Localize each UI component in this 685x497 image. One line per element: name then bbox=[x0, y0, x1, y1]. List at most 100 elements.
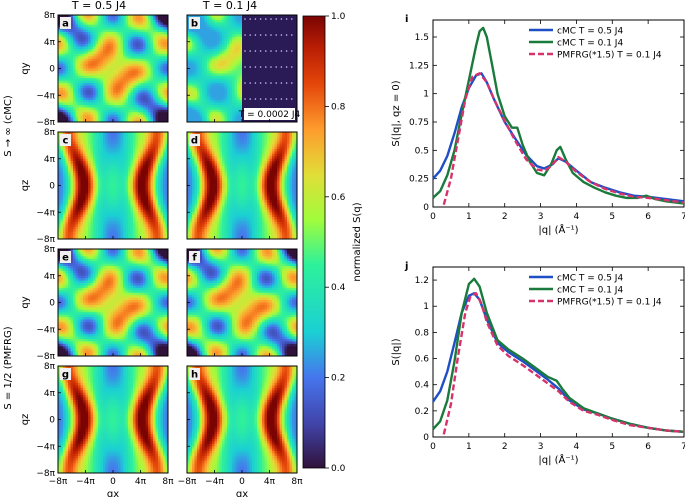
heatmap-cell bbox=[155, 166, 159, 169]
heatmap-cell bbox=[140, 68, 144, 72]
heatmap-cell bbox=[128, 34, 131, 38]
heatmap-cell bbox=[239, 78, 243, 82]
heatmap-cell bbox=[155, 136, 159, 140]
heatmap-cell bbox=[133, 153, 136, 157]
heatmap-cell bbox=[65, 151, 69, 155]
heatmap-cell bbox=[148, 66, 151, 69]
heatmap-cell bbox=[100, 17, 104, 21]
heatmap-cell bbox=[135, 183, 139, 186]
heatmap-cell bbox=[65, 15, 69, 18]
heatmap-cell bbox=[153, 175, 156, 179]
heatmap-cell bbox=[227, 92, 230, 96]
heatmap-cell bbox=[155, 104, 159, 108]
heatmap-cell bbox=[209, 19, 213, 23]
heatmap-cell bbox=[217, 46, 220, 50]
heatmap-cell bbox=[192, 92, 195, 96]
inset-peak bbox=[249, 66, 251, 68]
heatmap-cell bbox=[80, 95, 84, 99]
heatmap-cell bbox=[58, 163, 61, 167]
heatmap-cell bbox=[217, 109, 220, 113]
heatmap-cell bbox=[158, 180, 161, 184]
heatmap-cell bbox=[105, 151, 109, 155]
heatmap-cell bbox=[133, 158, 136, 162]
heatmap-cell bbox=[68, 185, 71, 189]
heatmap-cell bbox=[78, 163, 81, 167]
heatmap-cell bbox=[75, 39, 79, 43]
heatmap-cell bbox=[118, 24, 121, 28]
heatmap-cell bbox=[113, 51, 116, 55]
heatmap-cell bbox=[192, 119, 195, 123]
heatmap-cell bbox=[68, 75, 71, 79]
heatmap-cell bbox=[148, 104, 151, 108]
heatmap-cell bbox=[95, 90, 99, 94]
heatmap-cell bbox=[138, 58, 141, 62]
heatmap-cell bbox=[103, 46, 106, 50]
heatmap-cell bbox=[95, 134, 99, 138]
heatmap-cell bbox=[88, 104, 91, 108]
heatmap-cell bbox=[60, 46, 64, 50]
heatmap-cell bbox=[100, 158, 104, 162]
heatmap-cell bbox=[214, 114, 218, 118]
heatmap-cell bbox=[90, 158, 94, 162]
heatmap-cell bbox=[65, 68, 69, 72]
heatmap-cell bbox=[202, 53, 205, 57]
heatmap-cell bbox=[90, 178, 94, 182]
heatmap-cell bbox=[95, 163, 99, 167]
heatmap-cell bbox=[217, 32, 220, 35]
heatmap-cell bbox=[145, 90, 149, 94]
heatmap-cell bbox=[214, 87, 218, 91]
heatmap-cell bbox=[163, 70, 166, 74]
heatmap-cell bbox=[123, 175, 126, 179]
heatmap-cell bbox=[163, 24, 166, 28]
heatmap-cell bbox=[123, 107, 126, 111]
heatmap-cell bbox=[130, 92, 134, 96]
heatmap-cell bbox=[160, 70, 164, 74]
heatmap-cell bbox=[105, 78, 109, 82]
heatmap-cell bbox=[115, 100, 119, 103]
heatmap-cell bbox=[207, 112, 210, 116]
heatmap-cell bbox=[150, 92, 154, 96]
heatmap-cell bbox=[155, 75, 159, 79]
heatmap-cell bbox=[63, 185, 66, 189]
heatmap-cell bbox=[224, 61, 228, 65]
heatmap-cell bbox=[209, 95, 213, 99]
heatmap-cell bbox=[202, 114, 205, 118]
heatmap-cell bbox=[150, 109, 154, 113]
heatmap-cell bbox=[113, 63, 116, 67]
heatmap-cell bbox=[189, 114, 193, 118]
heatmap-cell bbox=[85, 104, 89, 108]
heatmap-cell bbox=[73, 170, 76, 174]
heatmap-cell bbox=[165, 34, 169, 38]
heatmap-cell bbox=[189, 78, 193, 82]
heatmap-cell bbox=[110, 141, 114, 145]
heatmap-cell bbox=[115, 183, 119, 186]
heatmap-cell bbox=[204, 85, 208, 89]
heatmap-cell bbox=[125, 46, 129, 50]
heatmap-cell bbox=[128, 117, 131, 120]
heatmap-cell bbox=[148, 180, 151, 184]
heatmap-cell bbox=[78, 34, 81, 38]
heatmap-cell bbox=[110, 100, 114, 103]
heatmap-cell bbox=[100, 166, 104, 169]
heatmap-cell bbox=[118, 46, 121, 50]
heatmap-cell bbox=[199, 104, 203, 108]
heatmap-cell bbox=[108, 39, 111, 43]
heatmap-cell bbox=[85, 24, 89, 28]
heatmap-cell bbox=[214, 36, 218, 40]
heatmap-cell bbox=[65, 83, 69, 86]
heatmap-cell bbox=[73, 75, 76, 79]
heatmap-cell bbox=[83, 109, 86, 113]
heatmap-cell bbox=[123, 168, 126, 172]
heatmap-cell bbox=[204, 78, 208, 82]
heatmap-cell bbox=[95, 15, 99, 18]
heatmap-cell bbox=[224, 117, 228, 120]
heatmap-cell bbox=[85, 175, 89, 179]
heatmap-cell bbox=[85, 132, 89, 135]
heatmap-cell bbox=[150, 63, 154, 67]
heatmap-cell bbox=[158, 173, 161, 177]
heatmap-cell bbox=[115, 146, 119, 150]
heatmap-cell bbox=[219, 92, 223, 96]
heatmap-cell bbox=[75, 97, 79, 101]
heatmap-cell bbox=[83, 144, 86, 147]
heatmap-cell bbox=[103, 178, 106, 182]
